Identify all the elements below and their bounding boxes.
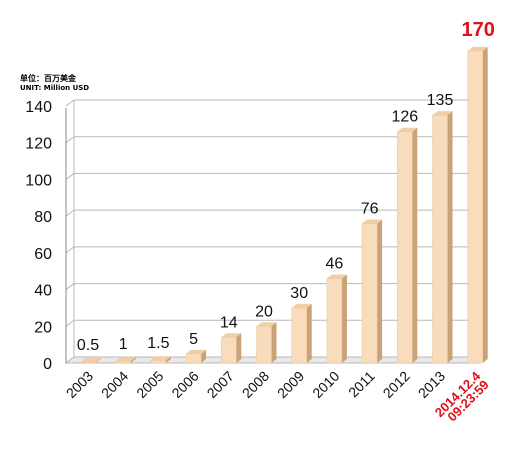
gridline-connector xyxy=(65,283,75,290)
y-tick-label: 140 xyxy=(25,99,52,116)
bar xyxy=(361,223,378,364)
bar-top xyxy=(326,274,347,279)
bar-top xyxy=(397,127,418,132)
bar xyxy=(291,307,307,364)
x-tick-label: 2011 xyxy=(345,368,378,401)
x-tick-label: 2009 xyxy=(274,368,307,401)
y-tick-label: 80 xyxy=(34,209,52,226)
x-tick-label: 2010 xyxy=(309,368,342,401)
data-label: 46 xyxy=(326,256,344,273)
bar-side xyxy=(377,219,383,363)
x-tick-label: 2004 xyxy=(98,368,131,401)
bar xyxy=(256,326,272,364)
data-label: 135 xyxy=(427,92,454,109)
data-label: 30 xyxy=(290,285,308,302)
bar-top xyxy=(362,219,383,224)
x-tick-label: 2013 xyxy=(415,368,448,401)
bar xyxy=(432,114,448,364)
data-label: 20 xyxy=(255,303,273,320)
bar-top xyxy=(221,333,242,338)
gridline-connector xyxy=(65,209,75,217)
bar-side xyxy=(165,356,171,363)
bar-side xyxy=(201,349,207,363)
bar xyxy=(467,50,483,364)
bar-top xyxy=(256,322,277,327)
data-label: 5 xyxy=(189,331,198,348)
x-tick-label: 2005 xyxy=(133,368,166,401)
x-tick-label: 2006 xyxy=(168,368,201,401)
gridline-connector xyxy=(65,173,75,180)
unit-label-cn: 单位：百万美金 xyxy=(20,74,76,83)
gridline-connector xyxy=(65,246,75,254)
bar-side xyxy=(271,322,277,363)
unit-label-en: UNIT: Million USD xyxy=(20,84,90,92)
data-label: 0.5 xyxy=(77,337,99,354)
bar-top xyxy=(115,357,136,362)
y-tick-label: 40 xyxy=(34,283,52,300)
bar-side xyxy=(130,357,136,363)
bar xyxy=(326,278,343,364)
bar xyxy=(150,359,167,364)
data-label: 1.5 xyxy=(147,335,169,352)
data-label: 14 xyxy=(220,314,238,331)
y-tick-label: 20 xyxy=(34,319,52,336)
gridline-connector xyxy=(65,136,75,144)
bar xyxy=(185,353,202,364)
unit-label: 单位：百万美金 UNIT: Million USD xyxy=(20,73,89,93)
y-tick-label: 0 xyxy=(43,356,52,373)
bar-top xyxy=(467,46,488,51)
bar xyxy=(115,360,131,364)
gridline-connector xyxy=(65,319,75,327)
bar-top xyxy=(432,111,453,116)
bar-side xyxy=(95,358,101,363)
x-tick-label: 2012 xyxy=(380,368,413,401)
bar-side xyxy=(306,303,312,363)
bar-side xyxy=(482,46,488,364)
bar-side xyxy=(341,274,347,363)
data-label: 170 xyxy=(462,19,495,41)
bar-top xyxy=(80,358,101,363)
bar xyxy=(397,131,413,364)
x-tick-label: 2003 xyxy=(63,368,96,401)
x-tick-label: 2008 xyxy=(239,368,272,401)
data-label: 1 xyxy=(119,336,128,353)
bar xyxy=(221,337,237,364)
data-label: 126 xyxy=(391,109,418,126)
x-tick-label: 2007 xyxy=(204,368,237,401)
gridline-connector xyxy=(65,99,75,107)
bar-top xyxy=(291,303,312,308)
bar-top xyxy=(150,356,171,361)
y-tick-label: 120 xyxy=(25,136,52,153)
bar-side xyxy=(447,111,453,363)
bar-side xyxy=(236,333,242,363)
data-label: 76 xyxy=(361,200,379,217)
y-tick-label: 60 xyxy=(34,246,52,263)
bar xyxy=(80,361,96,364)
bar-top xyxy=(186,349,207,354)
y-tick-label: 100 xyxy=(25,172,52,189)
bar-side xyxy=(412,127,418,363)
